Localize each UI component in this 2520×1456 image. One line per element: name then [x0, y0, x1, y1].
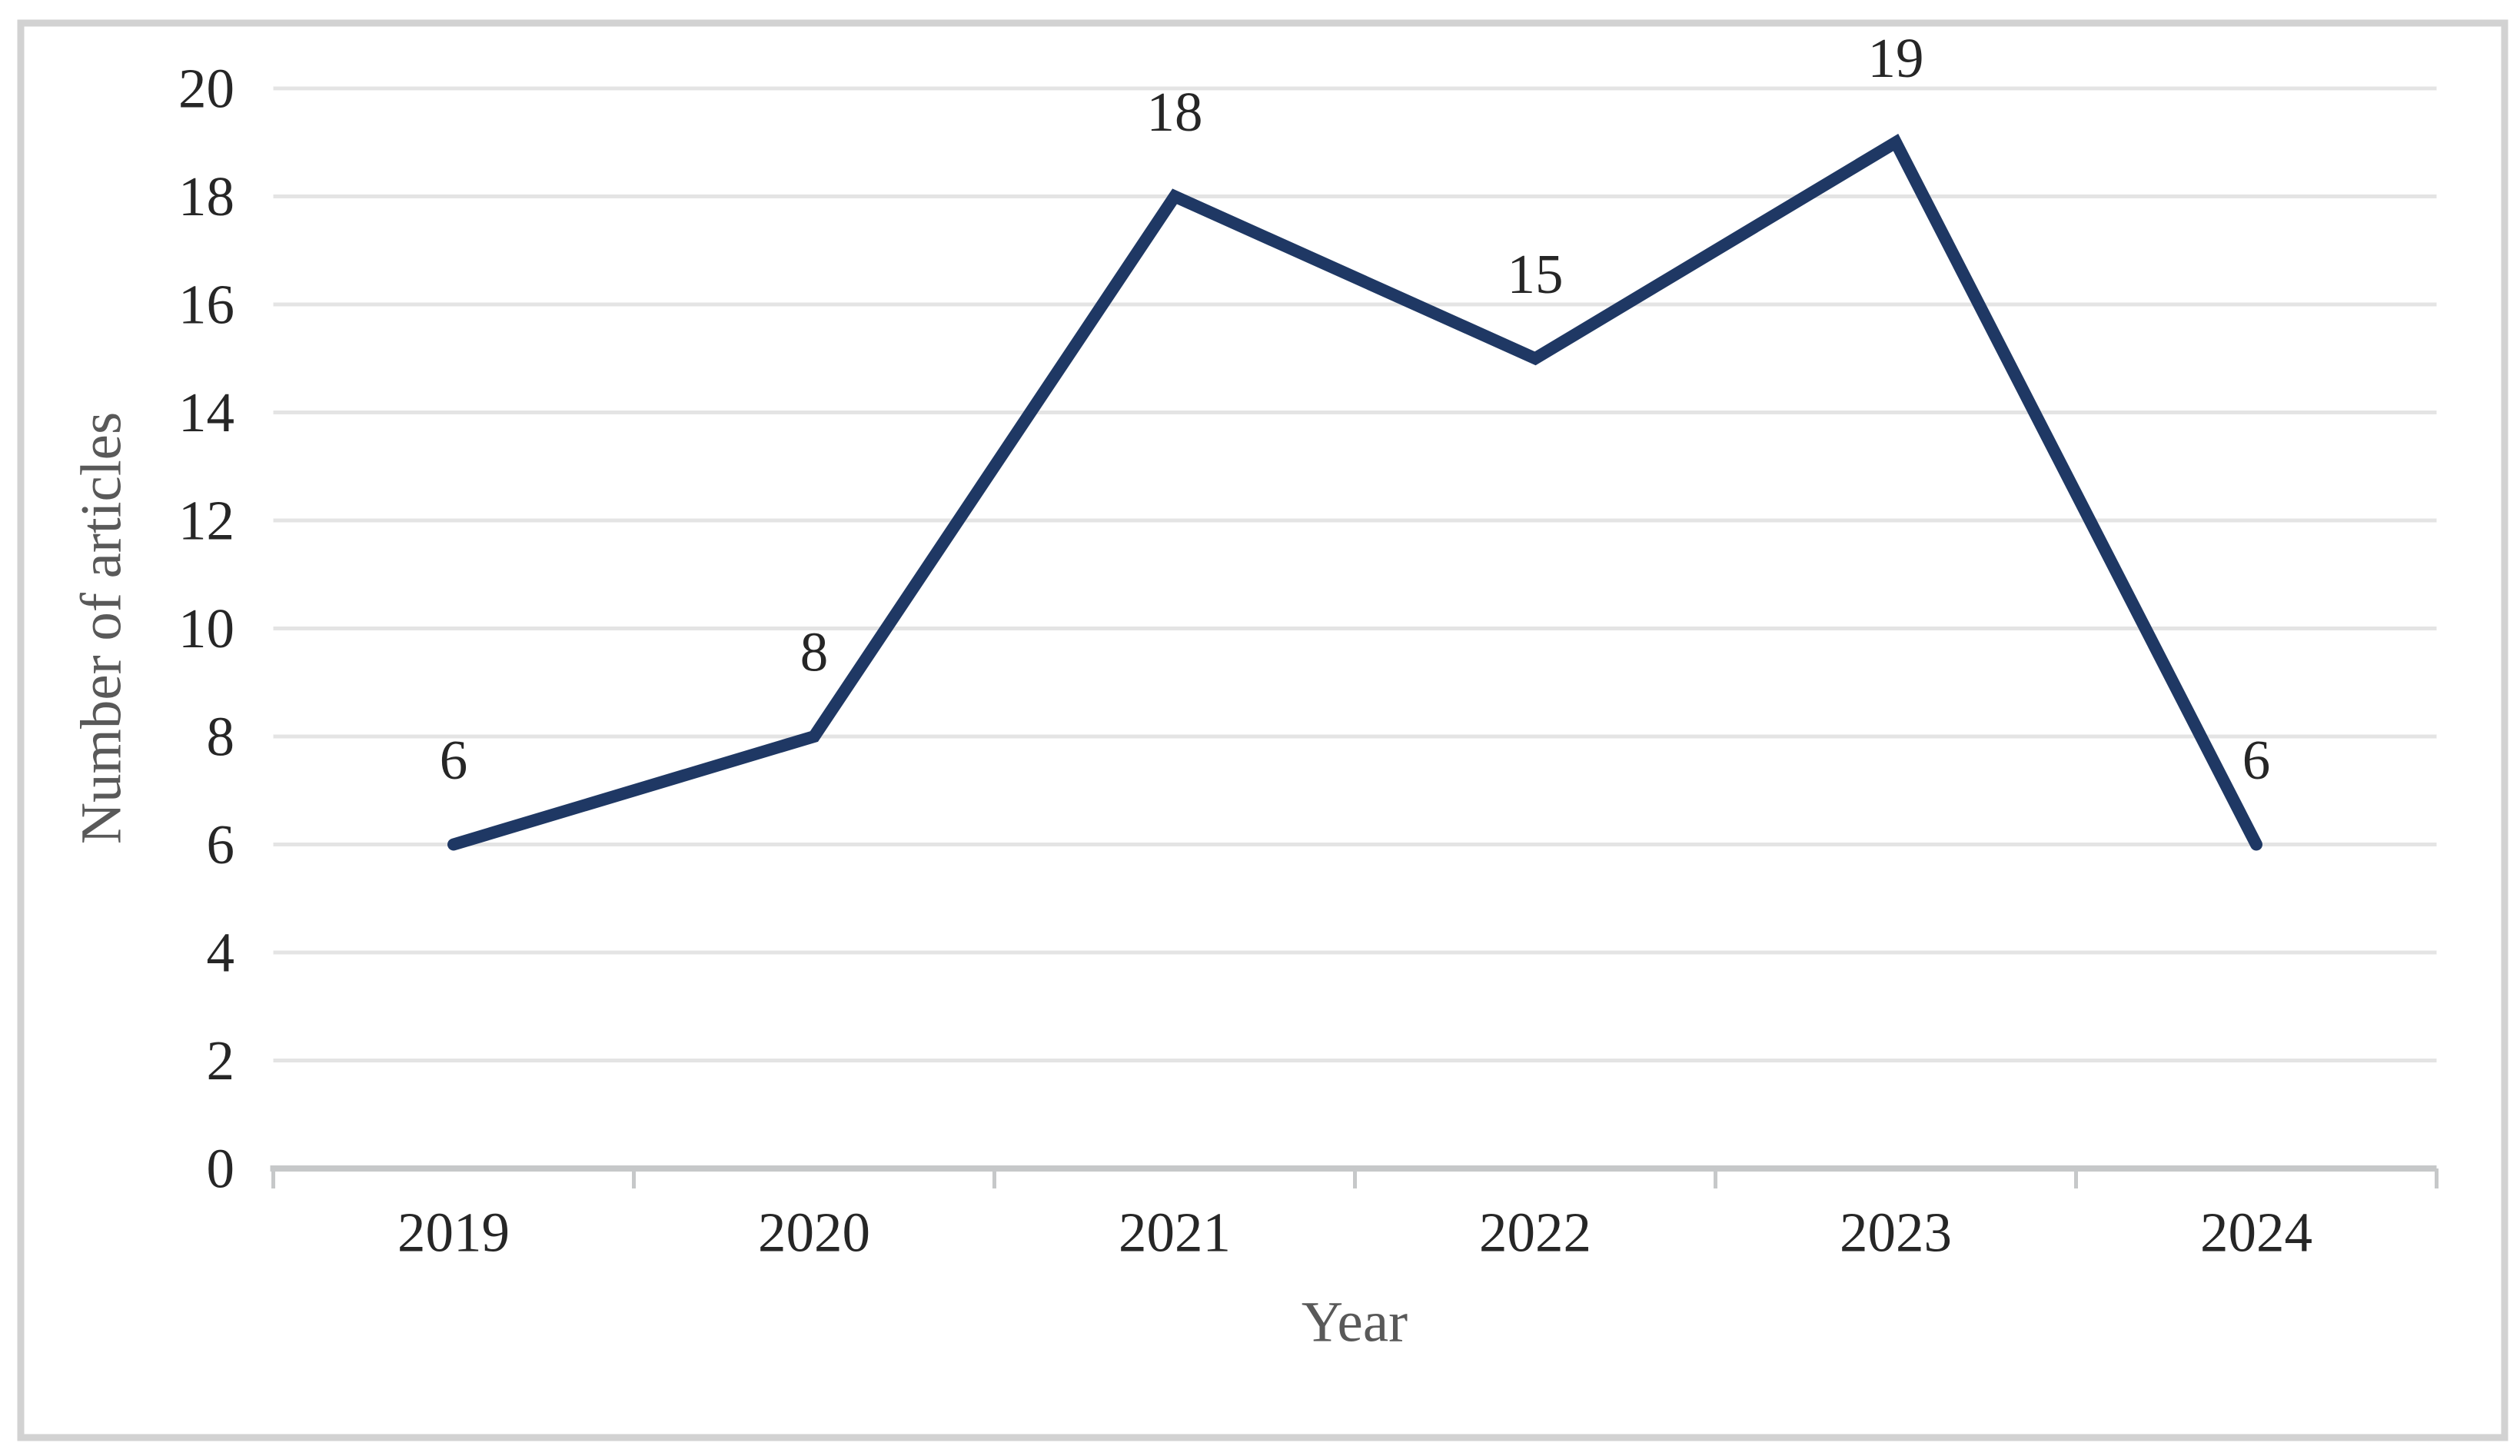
x-axis-title: Year	[1302, 1291, 1408, 1355]
chart-border	[17, 19, 2508, 1441]
series-line-group	[447, 133, 2262, 851]
y-tick-label: 16	[178, 274, 234, 336]
x-tick-label: 2021	[1119, 1202, 1231, 1264]
y-tick-label: 4	[207, 922, 235, 984]
y-tick-label: 2	[207, 1029, 235, 1092]
x-tick-label: 2019	[397, 1202, 510, 1264]
y-tick-label: 0	[207, 1138, 235, 1200]
x-tick-label: 2020	[758, 1202, 870, 1264]
y-tick-label: 10	[178, 597, 234, 660]
y-tick-label: 12	[178, 490, 234, 552]
data-label: 15	[1508, 243, 1564, 305]
y-tick-label: 20	[178, 58, 234, 120]
series-line	[447, 133, 2262, 851]
y-tick-label: 8	[207, 706, 235, 768]
x-tick-label: 2024	[2200, 1202, 2312, 1264]
y-tick-label: 18	[178, 165, 234, 228]
data-label: 18	[1147, 81, 1203, 143]
x-tick-label: 2022	[1479, 1202, 1591, 1264]
y-axis-tick-labels: 0 2 4 6 8 10 12 14 16 18 20	[178, 58, 234, 1200]
x-axis-tick-labels: 2019 2020 2021 2022 2023 2024	[397, 1202, 2312, 1264]
gridlines	[273, 86, 2437, 1062]
data-label: 6	[2242, 729, 2271, 791]
data-label: 19	[1868, 27, 1924, 89]
y-tick-label: 14	[178, 381, 234, 444]
y-tick-label: 6	[207, 813, 235, 876]
data-label: 6	[440, 729, 468, 791]
data-label-group: 6 8 18 15 19 6	[440, 27, 2271, 791]
y-axis-title: Number of articles	[70, 412, 134, 844]
x-axis-tick-marks	[271, 1168, 2439, 1188]
x-tick-label: 2023	[1840, 1202, 1952, 1264]
data-label: 8	[800, 621, 829, 683]
